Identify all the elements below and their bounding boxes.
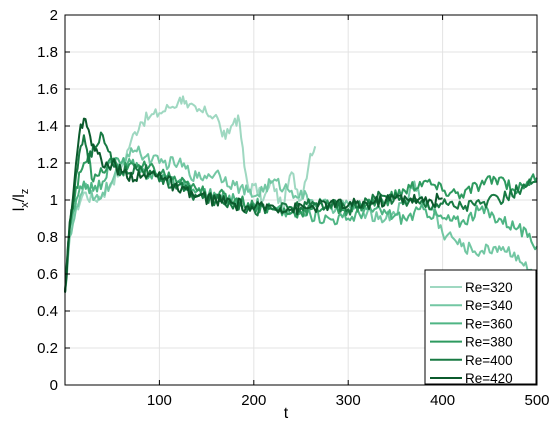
- legend: Re=320 Re=340 Re=360 Re=380 Re=400 Re=420: [424, 269, 537, 386]
- y-tick-label: 0.4: [37, 303, 58, 320]
- axis-ticks: 0 0.2 0.4 0.6 0.8 1 1.2 1.4 1.6 1.8 2 100 200 300 400 5…: [37, 7, 549, 409]
- y-axis-label-sub-z: z: [19, 189, 31, 195]
- series-line-re-420: [64, 117, 443, 293]
- y-tick-label: 2: [50, 7, 58, 24]
- y-tick-label: 1.2: [37, 155, 58, 172]
- y-tick-label: 0.8: [37, 229, 58, 246]
- y-tick-label: 0.2: [37, 340, 58, 357]
- y-axis-label-sub-x: x: [19, 202, 31, 208]
- x-tick-label: 100: [147, 392, 172, 409]
- y-tick-label: 1.6: [37, 81, 58, 98]
- y-tick-label: 0: [50, 377, 58, 394]
- y-tick-label: 0.6: [37, 266, 58, 283]
- legend-label: Re=320: [465, 280, 513, 295]
- y-tick-label: 1.4: [37, 118, 58, 135]
- y-axis-label: lx/lz: [11, 189, 31, 212]
- series-line-re-340: [64, 145, 538, 293]
- y-tick-label: 1: [50, 192, 58, 209]
- y-axis-label-mid: /l: [11, 194, 28, 202]
- legend-label: Re=420: [465, 371, 513, 386]
- y-axis-label-main: l: [11, 208, 28, 212]
- legend-label: Re=400: [465, 353, 513, 368]
- x-axis-label: t: [284, 405, 289, 422]
- x-tick-label: 400: [430, 392, 455, 409]
- x-tick-label: 300: [336, 392, 361, 409]
- legend-label: Re=340: [465, 298, 513, 313]
- legend-box: [424, 269, 537, 385]
- legend-label: Re=360: [465, 316, 513, 331]
- y-tick-label: 1.8: [37, 44, 58, 61]
- x-tick-label: 500: [524, 392, 549, 409]
- legend-label: Re=380: [465, 335, 513, 350]
- series-lines: [64, 95, 538, 293]
- x-tick-label: 200: [241, 392, 266, 409]
